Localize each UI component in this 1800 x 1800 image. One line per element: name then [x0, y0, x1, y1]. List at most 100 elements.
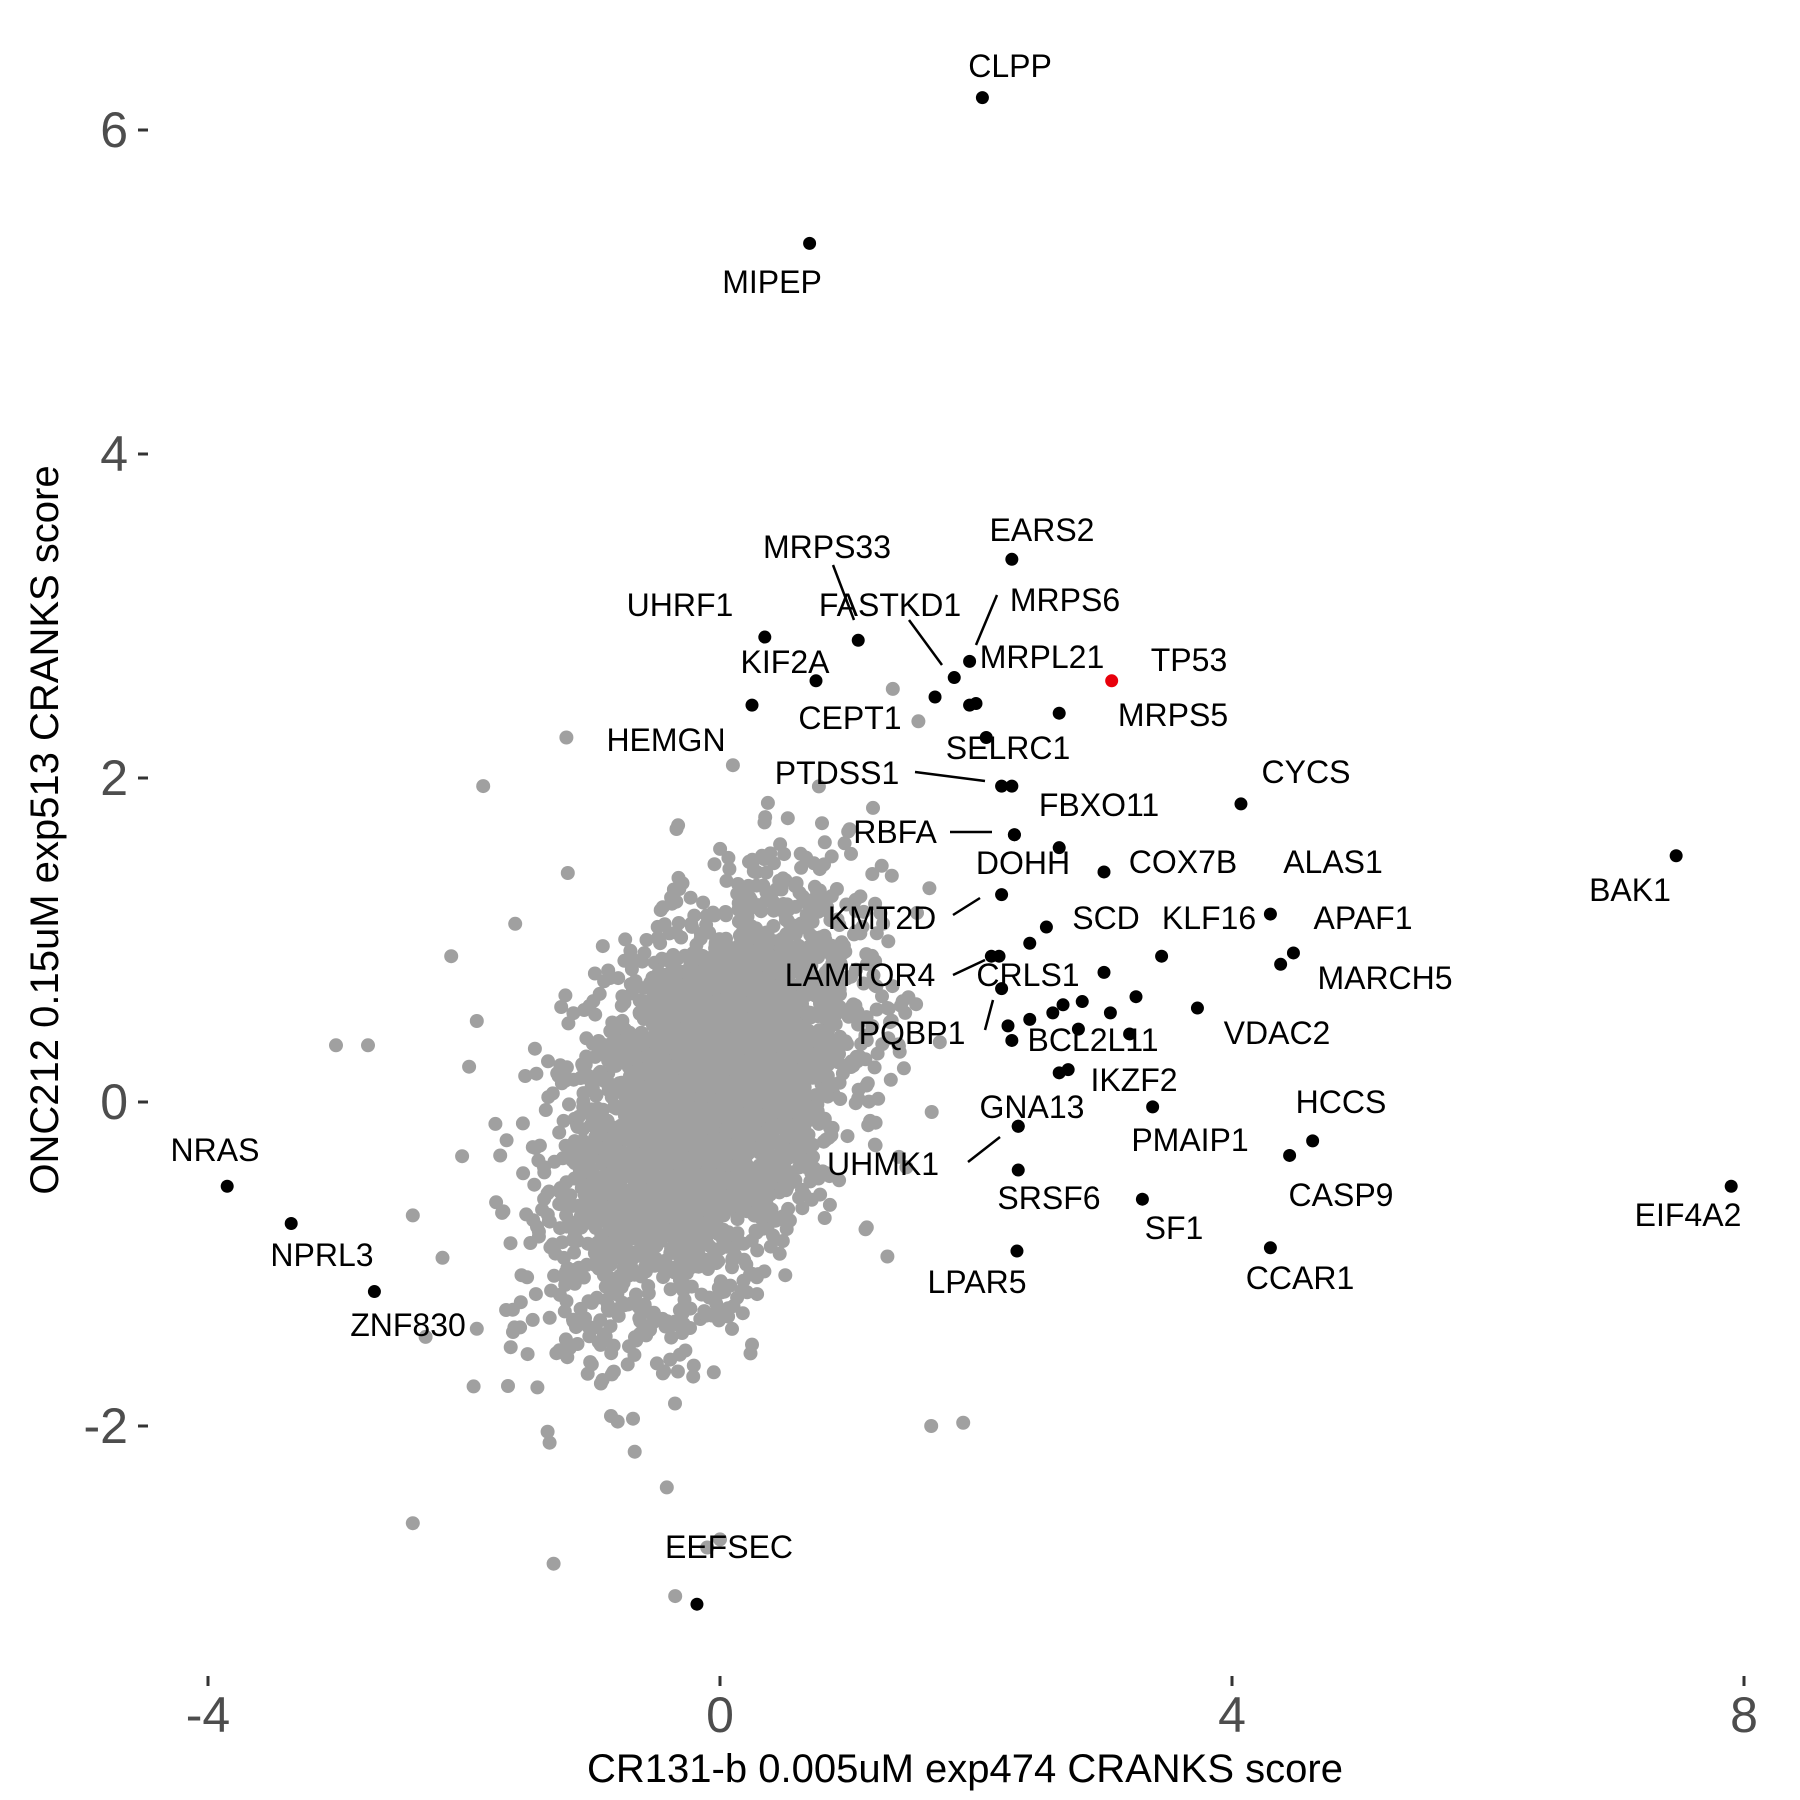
background-point [665, 1131, 679, 1146]
background-point [898, 1005, 913, 1020]
gene-point-eefsec [690, 1597, 704, 1611]
background-point [751, 1094, 766, 1109]
gene-point-kmt2d [995, 888, 1009, 902]
background-point [755, 848, 769, 863]
gene-label-mrps33: MRPS33 [763, 529, 891, 565]
background-point [824, 889, 839, 903]
background-point [750, 1287, 765, 1302]
background-point [824, 849, 839, 864]
background-point [809, 901, 824, 915]
background-point [633, 1036, 648, 1051]
background-point [891, 1149, 906, 1164]
background-point [606, 1364, 621, 1379]
background-point [602, 1218, 617, 1233]
background-point [567, 1245, 581, 1260]
background-point [784, 1061, 799, 1076]
background-point [849, 962, 863, 977]
highlighted-points [220, 91, 1738, 1611]
background-point [717, 1001, 732, 1016]
background-point [405, 1516, 420, 1531]
background-point [540, 1207, 555, 1222]
background-point [710, 933, 725, 948]
background-point [600, 1297, 615, 1312]
leader-line [974, 594, 999, 646]
background-point [885, 681, 900, 696]
background-point [670, 1364, 685, 1379]
background-point [664, 1318, 679, 1333]
background-point [956, 1415, 971, 1430]
background-point [725, 758, 740, 773]
gene-label-uhrf1: UHRF1 [627, 587, 734, 623]
background-point [788, 1002, 803, 1017]
background-point [577, 1003, 592, 1017]
background-point [757, 1221, 771, 1236]
background-point [726, 1241, 741, 1256]
background-point [880, 1249, 895, 1264]
background-point [667, 1193, 682, 1208]
background-point [562, 1097, 576, 1112]
background-point [795, 1201, 810, 1216]
background-point [818, 1165, 833, 1180]
highlighted-point [1056, 998, 1070, 1012]
background-point [813, 1187, 828, 1202]
background-point [810, 885, 825, 900]
gene-label-dohh: DOHH [976, 845, 1070, 881]
background-point [784, 1143, 799, 1158]
background-point [825, 1120, 840, 1135]
background-point [727, 1100, 742, 1115]
background-point [836, 938, 851, 953]
background-point [687, 1018, 702, 1033]
background-point [802, 939, 816, 954]
background-point [559, 730, 574, 745]
background-point [627, 1444, 642, 1459]
background-point [503, 1236, 518, 1251]
background-point [683, 1099, 698, 1114]
background-point [822, 943, 836, 958]
background-point [639, 933, 654, 947]
background-point [766, 856, 781, 871]
leader-line [914, 770, 986, 783]
background-point [582, 1181, 597, 1196]
background-point [751, 898, 766, 913]
background-point [692, 951, 707, 966]
gene-label-hccs: HCCS [1296, 1084, 1387, 1120]
background-point [558, 988, 573, 1003]
background-point [606, 1120, 621, 1135]
gene-point-march5 [1274, 957, 1288, 971]
background-point [646, 1018, 660, 1033]
background-point [794, 978, 808, 992]
background-point [899, 1160, 914, 1175]
background-point [646, 1078, 661, 1093]
background-point [728, 965, 743, 980]
background-point [802, 1009, 817, 1024]
background-point [503, 1340, 518, 1355]
background-point [713, 841, 728, 856]
gene-point-casp9 [1135, 1192, 1149, 1206]
background-point [629, 1248, 644, 1263]
background-point [654, 1097, 669, 1112]
background-point [540, 1424, 555, 1439]
gene-label-nras: NRAS [171, 1132, 260, 1168]
background-point [744, 920, 759, 935]
background-point [584, 1357, 599, 1372]
background-point [466, 1379, 481, 1394]
background-point [713, 1241, 728, 1256]
background-point [488, 1116, 503, 1131]
background-point [817, 1211, 832, 1225]
background-point [742, 889, 757, 904]
background-point [743, 1346, 758, 1361]
background-point [868, 1138, 883, 1153]
background-point [552, 1287, 567, 1302]
background-point [651, 1206, 666, 1220]
gene-label-pqbp1: PQBP1 [859, 1015, 966, 1051]
background-point [749, 1194, 764, 1209]
gene-label-lpar5: LPAR5 [927, 1264, 1026, 1300]
background-point [601, 963, 616, 978]
background-point [891, 1039, 906, 1054]
background-point [611, 1247, 626, 1262]
background-point [696, 1193, 711, 1208]
background-point [778, 1268, 793, 1283]
background-point [730, 1197, 745, 1212]
background-point [794, 1151, 809, 1166]
background-point [489, 1195, 504, 1210]
